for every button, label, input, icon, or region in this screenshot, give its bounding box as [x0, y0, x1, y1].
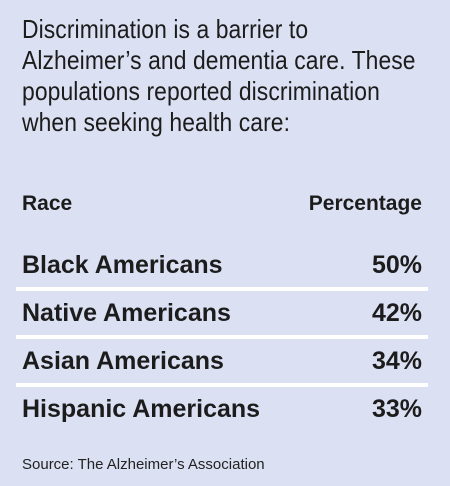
- row-percentage: 34%: [371, 346, 422, 375]
- row-percentage: 50%: [371, 250, 422, 279]
- row-label: Hispanic Americans: [22, 394, 261, 423]
- table-body: Black Americans 50% Native Americans 42% Asi…: [16, 244, 428, 430]
- row-label: Native Americans: [22, 298, 231, 327]
- intro-text: Discrimination is a barrier to Alzheimer…: [22, 14, 416, 137]
- row-percentage: 33%: [371, 394, 422, 423]
- column-header-percentage: Percentage: [308, 192, 422, 215]
- row-percentage: 42%: [371, 298, 422, 327]
- row-label: Asian Americans: [22, 346, 224, 375]
- row-separator: [16, 383, 428, 387]
- column-header-race: Race: [22, 192, 73, 215]
- row-separator: [16, 335, 428, 339]
- table-row: Native Americans 42%: [16, 292, 428, 334]
- row-separator: [16, 287, 428, 291]
- source-note: Source: The Alzheimer’s Association: [22, 456, 265, 473]
- row-label: Black Americans: [22, 250, 223, 279]
- table-row: Black Americans 50%: [16, 244, 428, 286]
- table-row: Hispanic Americans 33%: [16, 388, 428, 430]
- table-row: Asian Americans 34%: [16, 340, 428, 382]
- table-header: Race Percentage: [22, 190, 422, 218]
